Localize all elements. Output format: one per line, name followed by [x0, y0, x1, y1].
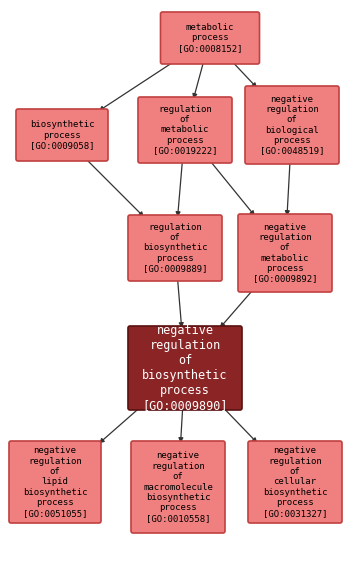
FancyBboxPatch shape — [9, 441, 101, 523]
FancyBboxPatch shape — [16, 109, 108, 161]
Text: regulation
of
metabolic
process
[GO:0019222]: regulation of metabolic process [GO:0019… — [153, 105, 217, 155]
Text: negative
regulation
of
biological
process
[GO:0048519]: negative regulation of biological proces… — [260, 95, 324, 155]
Text: negative
regulation
of
lipid
biosynthetic
process
[GO:0051055]: negative regulation of lipid biosyntheti… — [23, 446, 87, 518]
Text: metabolic
process
[GO:0008152]: metabolic process [GO:0008152] — [178, 23, 242, 53]
FancyBboxPatch shape — [160, 12, 260, 64]
Text: negative
regulation
of
macromolecule
biosynthetic
process
[GO:0010558]: negative regulation of macromolecule bio… — [143, 452, 213, 522]
Text: regulation
of
biosynthetic
process
[GO:0009889]: regulation of biosynthetic process [GO:0… — [143, 223, 207, 273]
FancyBboxPatch shape — [128, 326, 242, 410]
Text: negative
regulation
of
metabolic
process
[GO:0009892]: negative regulation of metabolic process… — [253, 222, 317, 284]
Text: negative
regulation
of
cellular
biosynthetic
process
[GO:0031327]: negative regulation of cellular biosynth… — [263, 446, 327, 518]
FancyBboxPatch shape — [245, 86, 339, 164]
FancyBboxPatch shape — [128, 215, 222, 281]
FancyBboxPatch shape — [248, 441, 342, 523]
FancyBboxPatch shape — [138, 97, 232, 163]
Text: negative
regulation
of
biosynthetic
process
[GO:0009890]: negative regulation of biosynthetic proc… — [142, 324, 228, 412]
FancyBboxPatch shape — [131, 441, 225, 533]
FancyBboxPatch shape — [238, 214, 332, 292]
Text: biosynthetic
process
[GO:0009058]: biosynthetic process [GO:0009058] — [30, 120, 94, 150]
